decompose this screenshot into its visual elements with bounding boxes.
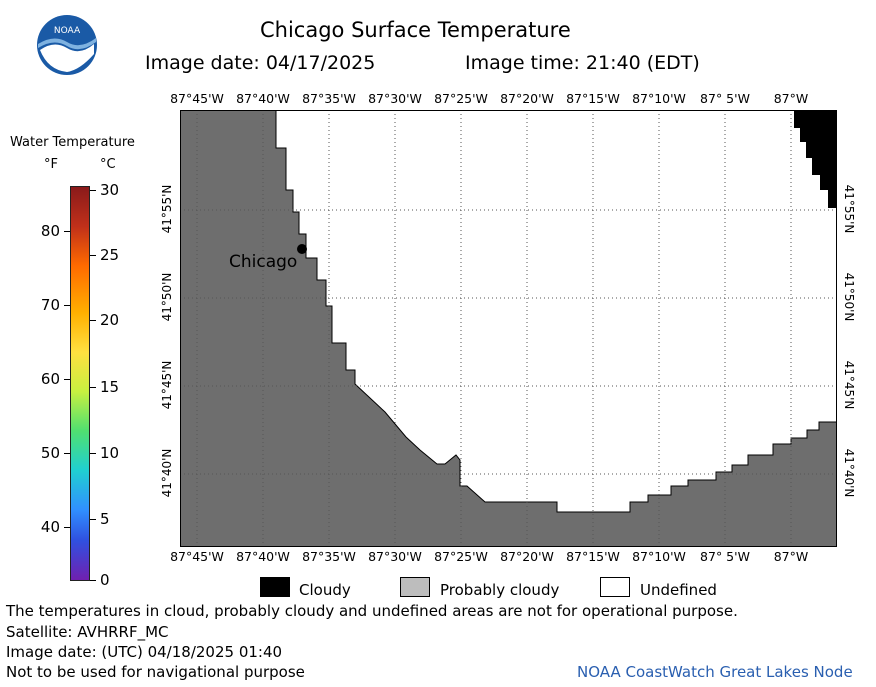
colorbar-f-tick-mark bbox=[64, 453, 70, 454]
longitude-label: 87°45'W bbox=[170, 91, 224, 106]
longitude-label: 87°W bbox=[773, 91, 809, 106]
legend-undefined-label: Undefined bbox=[640, 581, 717, 599]
colorbar-c-tick-mark bbox=[90, 190, 96, 191]
colorbar-c-tick-mark bbox=[90, 580, 96, 581]
map-border bbox=[180, 110, 837, 547]
colorbar-f-tick: 50 bbox=[40, 444, 60, 462]
noaa-logo: NOAA bbox=[37, 15, 97, 75]
page-title: Chicago Surface Temperature bbox=[260, 18, 571, 42]
image-time: Image time: 21:40 (EDT) bbox=[465, 52, 700, 74]
utc-date: Image date: (UTC) 04/18/2025 01:40 bbox=[6, 643, 283, 661]
longitude-label: 87°10'W bbox=[632, 91, 686, 106]
longitude-label: 87°45'W bbox=[170, 549, 224, 564]
cloudy-area bbox=[794, 110, 837, 208]
legend-probably-cloudy-label: Probably cloudy bbox=[440, 581, 560, 599]
legend-cloudy-swatch bbox=[260, 577, 290, 597]
longitude-label: 87°15'W bbox=[566, 91, 620, 106]
longitude-label: 87°30'W bbox=[368, 91, 422, 106]
longitude-label: 87°25'W bbox=[434, 91, 488, 106]
longitude-label: 87° 5'W bbox=[700, 549, 750, 564]
colorbar-f-tick-mark bbox=[64, 305, 70, 306]
credit: NOAA CoastWatch Great Lakes Node bbox=[577, 663, 853, 681]
colorbar-c-tick: 30 bbox=[100, 181, 120, 199]
latitude-label-left: 41°45'N bbox=[160, 360, 174, 410]
colorbar-c-tick: 5 bbox=[100, 510, 110, 528]
legend-undefined-swatch bbox=[600, 577, 630, 597]
colorbar-f-tick-mark bbox=[64, 231, 70, 232]
latitude-label-right: 41°55'N bbox=[842, 184, 856, 234]
colorbar-f-tick-mark bbox=[64, 379, 70, 380]
colorbar-c-tick: 15 bbox=[100, 378, 120, 396]
colorbar-f-tick: 60 bbox=[40, 370, 60, 388]
colorbar-c-tick-mark bbox=[90, 255, 96, 256]
map-panel bbox=[180, 110, 837, 547]
longitude-label: 87°40'W bbox=[236, 91, 290, 106]
nav-warning: Not to be used for navigational purpose bbox=[6, 663, 305, 681]
latitude-label-right: 41°50'N bbox=[842, 272, 856, 322]
colorbar-f-tick-mark bbox=[64, 527, 70, 528]
latitude-label-left: 41°50'N bbox=[160, 272, 174, 322]
colorbar-c-tick: 20 bbox=[100, 311, 120, 329]
longitude-label: 87°20'W bbox=[500, 91, 554, 106]
colorbar-c-tick-mark bbox=[90, 320, 96, 321]
map-grid bbox=[180, 110, 837, 547]
longitude-label: 87°10'W bbox=[632, 549, 686, 564]
colorbar-unit-f: °F bbox=[44, 157, 58, 172]
longitude-label: 87°40'W bbox=[236, 549, 290, 564]
colorbar-c-tick: 10 bbox=[100, 444, 120, 462]
longitude-label: 87° 5'W bbox=[700, 91, 750, 106]
legend-cloudy-label: Cloudy bbox=[299, 581, 351, 599]
longitude-label: 87°W bbox=[773, 549, 809, 564]
latitude-label-left: 41°55'N bbox=[160, 184, 174, 234]
disclaimer: The temperatures in cloud, probably clou… bbox=[6, 602, 738, 620]
longitude-label: 87°15'W bbox=[566, 549, 620, 564]
legend-probably-cloudy-swatch bbox=[400, 577, 430, 597]
colorbar-f-tick: 40 bbox=[40, 518, 60, 536]
colorbar-c-tick-mark bbox=[90, 453, 96, 454]
longitude-label: 87°25'W bbox=[434, 549, 488, 564]
colorbar-unit-c: °C bbox=[100, 157, 116, 172]
colorbar-title: Water Temperature bbox=[10, 135, 135, 150]
longitude-label: 87°35'W bbox=[302, 549, 356, 564]
latitude-label-right: 41°45'N bbox=[842, 360, 856, 410]
longitude-label: 87°35'W bbox=[302, 91, 356, 106]
colorbar-f-tick: 70 bbox=[40, 296, 60, 314]
colorbar-c-tick-mark bbox=[90, 387, 96, 388]
longitude-label: 87°30'W bbox=[368, 549, 422, 564]
colorbar-c-tick: 25 bbox=[100, 246, 120, 264]
colorbar-f-tick: 80 bbox=[40, 222, 60, 240]
latitude-label-right: 41°40'N bbox=[842, 448, 856, 498]
latitude-label-left: 41°40'N bbox=[160, 448, 174, 498]
colorbar-c-tick-mark bbox=[90, 519, 96, 520]
longitude-label: 87°20'W bbox=[500, 549, 554, 564]
colorbar-c-tick: 0 bbox=[100, 571, 110, 589]
city-label: Chicago bbox=[229, 252, 298, 272]
image-date: Image date: 04/17/2025 bbox=[145, 52, 376, 74]
colorbar bbox=[70, 186, 90, 581]
logo-text: NOAA bbox=[54, 26, 81, 36]
chicago-marker bbox=[297, 244, 307, 254]
satellite: Satellite: AVHRRF_MC bbox=[6, 623, 169, 641]
